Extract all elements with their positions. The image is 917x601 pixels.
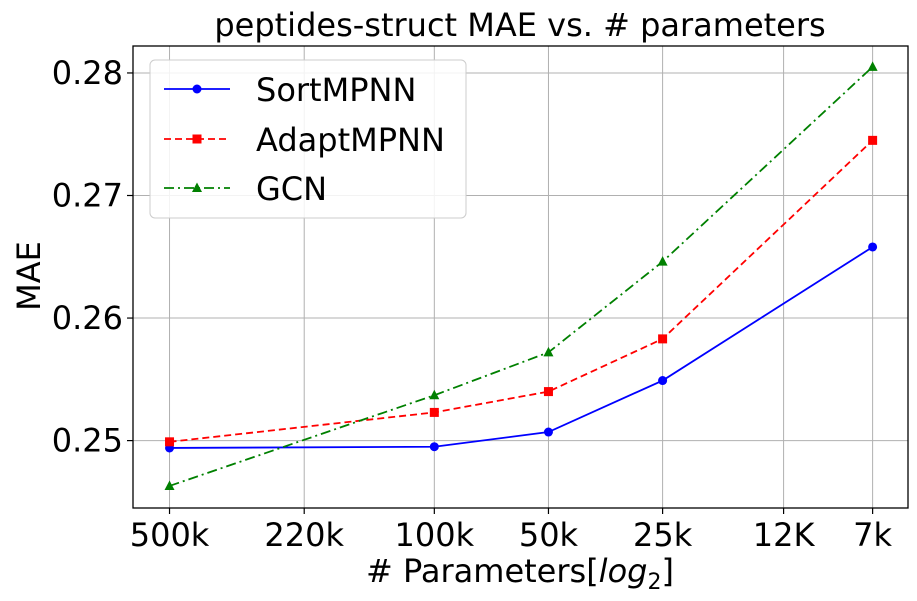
data-point-sortmpnn [429, 442, 439, 452]
data-point-gcn [164, 480, 175, 490]
series-layer [164, 61, 878, 490]
chart-title: peptides-struct MAE vs. # parameters [214, 6, 825, 44]
x-axis-ticks: 500k 220k 100k 50k 25k 12K 7k [130, 508, 893, 554]
y-axis-label: MAE [10, 241, 48, 311]
legend-label-sortmpnn: SortMPNN [256, 71, 416, 109]
data-point-gcn [429, 389, 440, 400]
data-point-gcn [543, 346, 554, 357]
y-tick-label: 0.26 [52, 299, 123, 337]
series-gcn [164, 61, 878, 490]
data-point-sortmpnn [543, 427, 553, 437]
y-axis-ticks: 0.25 0.26 0.27 0.28 [52, 54, 133, 460]
data-point-gcn [867, 61, 878, 71]
data-point-adaptmpnn [868, 135, 878, 145]
x-tick-label: 25k [633, 516, 693, 554]
legend: SortMPNN AdaptMPNN GCN [149, 59, 467, 219]
legend-marker-gcn [192, 182, 202, 192]
y-tick-label: 0.25 [52, 422, 123, 460]
data-point-adaptmpnn [429, 407, 439, 417]
data-point-adaptmpnn [658, 334, 668, 344]
legend-label-adaptmpnn: AdaptMPNN [256, 121, 445, 159]
series-line-adaptmpnn [169, 139, 874, 443]
legend-label-gcn: GCN [256, 170, 327, 208]
x-tick-label: 7k [853, 516, 892, 554]
data-point-sortmpnn [868, 242, 878, 252]
legend-marker-adaptmpnn [192, 134, 202, 144]
x-tick-label: 100k [395, 516, 475, 554]
series-adaptmpnn [165, 135, 878, 447]
data-point-gcn [657, 256, 668, 266]
series-line-sortmpnn [169, 246, 874, 449]
plot-frame [132, 45, 909, 509]
x-tick-label: 220k [264, 516, 344, 554]
data-point-adaptmpnn [543, 387, 553, 397]
legend-marker-sortmpnn [192, 84, 202, 94]
legend-frame [149, 59, 467, 219]
y-tick-label: 0.27 [52, 177, 123, 215]
x-tick-label: 500k [130, 516, 210, 554]
series-sortmpnn [165, 242, 878, 453]
data-point-sortmpnn [658, 376, 668, 386]
x-axis-label: # Parameters[log2] [366, 552, 674, 595]
y-tick-label: 0.28 [52, 54, 123, 92]
x-tick-label: 50k [519, 516, 579, 554]
x-tick-label: 12K [753, 516, 816, 554]
data-point-adaptmpnn [165, 437, 175, 447]
